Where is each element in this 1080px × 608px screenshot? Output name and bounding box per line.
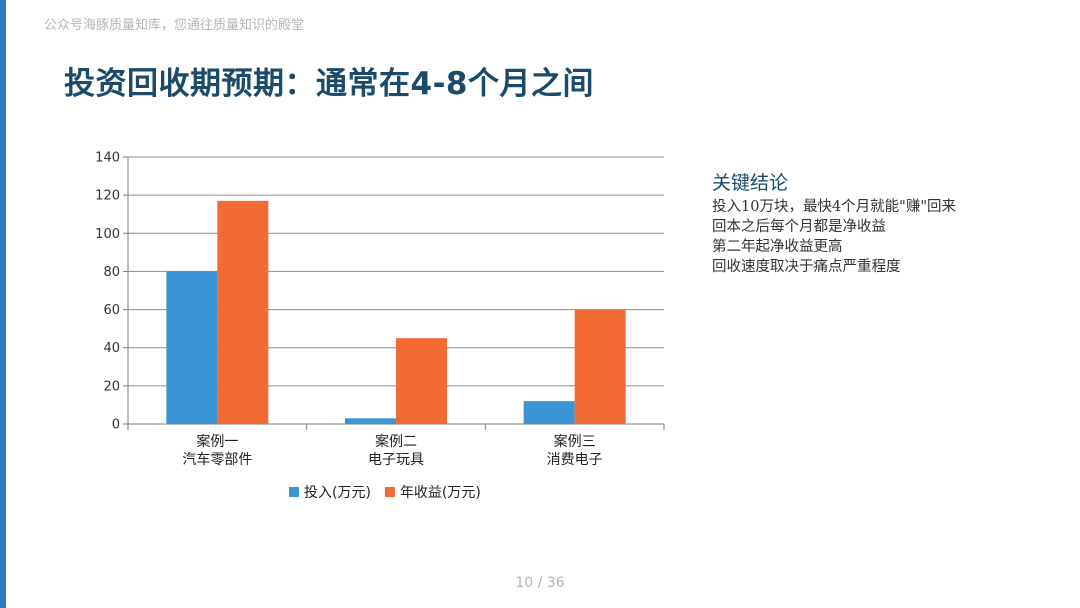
legend-swatch	[289, 487, 299, 497]
conclusion-line: 第二年起净收益更高	[712, 239, 843, 255]
conclusion-line: 回收速度取决于痛点严重程度	[712, 259, 901, 275]
watermark: 公众号海豚质量知库，您通往质量知识的殿堂	[44, 18, 305, 33]
bar	[523, 401, 575, 424]
conclusion-line: 回本之后每个月都是净收益	[712, 219, 886, 235]
x-category-label: 案例一	[196, 433, 238, 450]
legend-label: 年收益(万元)	[400, 485, 481, 501]
bar	[574, 309, 626, 424]
legend-label: 投入(万元)	[304, 485, 371, 501]
legend-swatch	[384, 487, 395, 497]
y-tick-label: 40	[103, 341, 120, 356]
conclusion-panel: 关键结论 投入10万块，最快4个月就能"赚"回来 回本之后每个月都是净收益 第二…	[712, 168, 1042, 277]
bar	[396, 338, 447, 424]
x-category-label: 案例二	[375, 433, 417, 450]
x-category-label: 消费电子	[547, 452, 603, 468]
legend: 投入(万元) 年收益(万元)	[289, 485, 481, 501]
y-tick-label: 0	[112, 418, 120, 433]
conclusion-line: 投入10万块，最快4个月就能"赚"回来	[712, 199, 957, 215]
bar	[217, 200, 269, 424]
bar	[166, 271, 218, 424]
y-tick-label: 60	[103, 303, 120, 318]
x-category-label: 汽车零部件	[182, 451, 252, 468]
y-tick-label: 80	[103, 265, 120, 280]
y-tick-label: 120	[95, 189, 120, 204]
accent-bar	[0, 0, 6, 608]
y-tick-label: 100	[95, 227, 120, 242]
x-category-label: 电子玩具	[368, 452, 424, 468]
slide-title: 投资回收期预期：通常在4-8个月之间	[64, 66, 595, 102]
page-number: 10 / 36	[515, 575, 565, 591]
y-tick-label: 140	[95, 151, 120, 166]
bars	[166, 200, 626, 424]
bar	[345, 418, 396, 424]
conclusion-heading: 关键结论	[712, 172, 789, 194]
y-tick-label: 20	[103, 379, 120, 394]
x-category-label: 案例三	[554, 433, 596, 450]
